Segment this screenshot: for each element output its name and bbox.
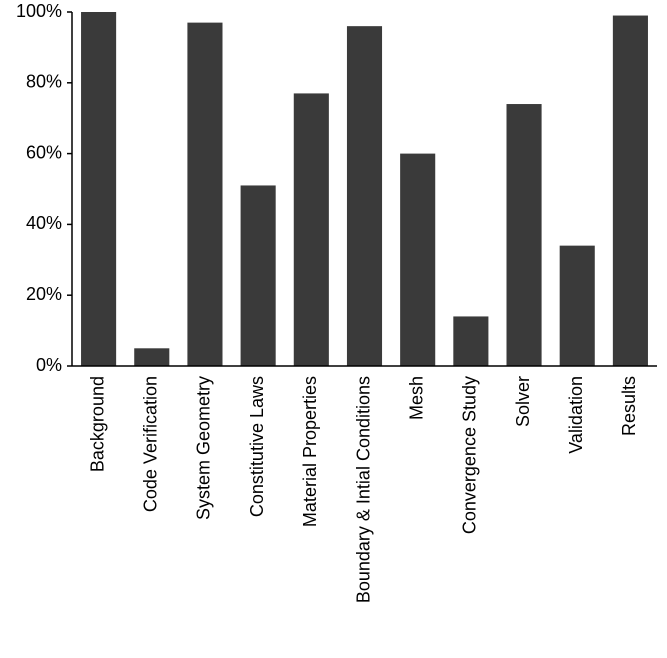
bar: [293, 93, 329, 367]
x-tick-label: Code Verification: [141, 376, 161, 512]
x-tick-label: Convergence Study: [460, 376, 480, 534]
x-tick-label: Boundary & Intial Conditions: [353, 376, 373, 603]
bar: [187, 22, 223, 367]
x-tick-label: System Geometry: [194, 376, 214, 520]
x-tick-label: Validation: [566, 376, 586, 454]
y-tick-label: 40%: [26, 213, 62, 233]
y-tick-label: 0%: [36, 355, 62, 375]
x-tick-label: Solver: [513, 376, 533, 427]
bar: [400, 153, 436, 366]
x-tick-label: Results: [619, 376, 639, 436]
bar: [506, 104, 542, 366]
y-tick-label: 80%: [26, 72, 62, 92]
bar: [346, 26, 383, 366]
y-tick-label: 100%: [16, 1, 62, 21]
bar: [612, 15, 648, 366]
x-tick-label: Mesh: [406, 376, 426, 420]
y-tick-label: 60%: [26, 142, 62, 162]
bar: [240, 185, 276, 366]
x-tick-label: Material Properties: [300, 376, 320, 527]
x-tick-label: Background: [87, 376, 107, 472]
bar: [559, 245, 595, 366]
bar: [453, 316, 489, 366]
x-tick-label: Constitutive Laws: [247, 376, 267, 517]
bar: [81, 12, 117, 366]
bar: [134, 348, 170, 366]
y-tick-label: 20%: [26, 284, 62, 304]
